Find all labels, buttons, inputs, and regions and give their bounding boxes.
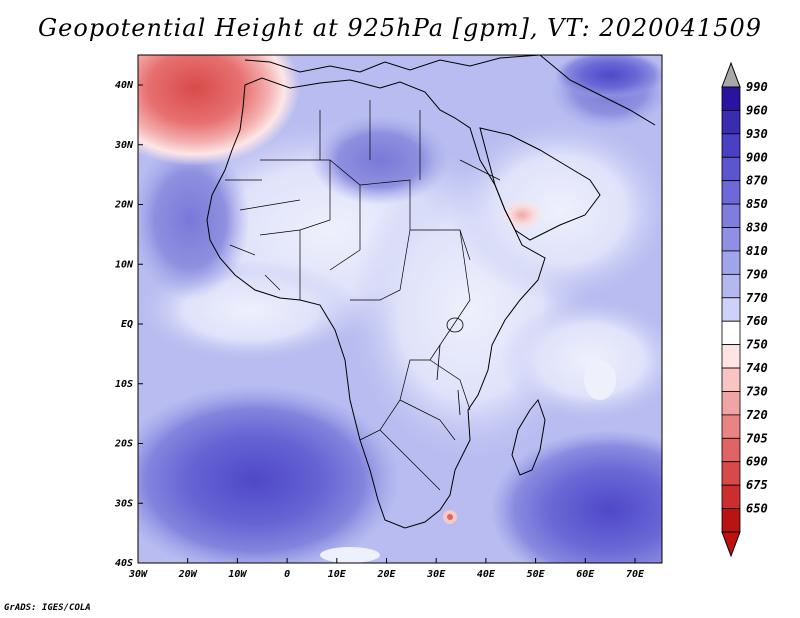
pale-strip-south [320, 547, 380, 563]
high-south-atlantic [138, 385, 400, 563]
colorbar-swatch [721, 227, 741, 252]
colorbar-swatch [721, 391, 741, 416]
europe-coastline [244, 55, 541, 73]
colorbar-label: 830 [746, 221, 768, 235]
lat-tick-label: EQ [121, 319, 133, 330]
colorbar-swatch [721, 461, 741, 486]
map-title: Geopotential Height at 925hPa [gpm], VT:… [38, 14, 762, 42]
colorbar-label: 750 [746, 338, 768, 352]
colorbar-label: 690 [746, 455, 768, 469]
lon-tick-label: 10W [228, 569, 247, 580]
lake-malawi [457, 389, 461, 416]
colorbar-swatch [721, 508, 741, 533]
lon-tick-label: 30W [128, 569, 148, 580]
low-arabia [500, 199, 544, 231]
colorbar-label: 870 [746, 174, 768, 188]
colorbar-swatch [721, 484, 741, 509]
pale-region-indian-ocean [500, 300, 662, 420]
high-indian-ocean [490, 430, 662, 563]
africa-coastline [206, 77, 546, 529]
grads-credit: GrADS: IGES/COLA [4, 603, 91, 613]
country-borders [225, 100, 501, 491]
arabia-coastline [479, 127, 601, 241]
coastlines [206, 55, 656, 529]
latitude-axis: 40N 30N 20N 10N EQ 10S 20S 30S 40S [114, 80, 143, 569]
colorbar-swatch [721, 133, 741, 158]
lon-tick-label: 0 [284, 569, 290, 580]
asia-coastline [539, 55, 656, 126]
pale-spot-indian-ocean [584, 360, 616, 400]
lake-tanganyika [436, 344, 441, 381]
dark-region-north-africa [310, 115, 450, 205]
colorbar-top-arrow [721, 61, 741, 88]
lat-tick-label: 10N [115, 259, 134, 270]
colorbar-swatch [721, 110, 741, 135]
longitude-axis: 30W 20W 10W 0 10E 20E 30E 40E 50E 60E 70E [128, 558, 645, 580]
lat-tick-label: 30N [114, 140, 134, 151]
low-northwest-atlantic [138, 55, 300, 166]
lat-tick-label: 40S [115, 558, 133, 569]
colorbar-label: 990 [746, 80, 768, 94]
madagascar-coastline [511, 398, 546, 476]
colorbar-label: 705 [746, 431, 768, 445]
lat-tick-label: 10S [115, 379, 133, 390]
colorbar-swatch [721, 156, 741, 182]
colorbar-swatch [721, 203, 741, 228]
colorbar-swatch [721, 86, 741, 111]
colorbar-swatch [721, 320, 741, 346]
lake-victoria [446, 317, 464, 333]
lat-tick-label: 20S [114, 439, 133, 450]
colorbar-label: 650 [746, 502, 768, 516]
plot-frame [137, 54, 663, 564]
colorbar-label: 850 [746, 197, 768, 211]
colorbar: 990 960 930 900 870 850 830 810 790 770 760 750 740 7… [721, 61, 768, 558]
colorbar-label: 790 [746, 267, 768, 281]
colorbar-swatch [721, 414, 741, 439]
height-field [138, 55, 662, 563]
colorbar-label: 675 [746, 478, 768, 492]
pale-region-arabia [450, 120, 662, 300]
lon-tick-label: 20W [178, 569, 198, 580]
colorbar-swatch [721, 297, 741, 322]
lon-tick-label: 50E [527, 569, 546, 580]
colorbar-label: 740 [746, 361, 768, 375]
colorbar-label: 760 [746, 314, 768, 328]
colorbar-label: 730 [746, 384, 768, 398]
colorbar-bottom-arrow [721, 531, 741, 558]
colorbar-swatch [721, 180, 741, 205]
colorbar-label: 720 [746, 408, 768, 422]
colorbar-label: 960 [746, 103, 768, 117]
lat-tick-label: 20N [114, 200, 134, 211]
lon-tick-label: 60E [576, 569, 595, 580]
lon-tick-label: 70E [626, 569, 645, 580]
lon-tick-label: 10E [328, 569, 347, 580]
colorbar-swatch [721, 273, 741, 299]
colorbar-label: 930 [746, 127, 768, 141]
colorbar-swatch [721, 437, 741, 463]
high-east-mediterranean [555, 55, 662, 100]
colorbar-label: 810 [746, 244, 768, 258]
lat-tick-label: 40N [115, 80, 134, 91]
colorbar-label: 900 [746, 150, 768, 164]
colorbar-swatch [721, 250, 741, 275]
colorbar-swatch [721, 344, 741, 369]
lon-tick-label: 20E [376, 569, 396, 580]
lat-tick-label: 30S [114, 498, 133, 509]
colorbar-label: 770 [746, 291, 768, 305]
lon-tick-label: 40E [477, 569, 496, 580]
lon-tick-label: 30E [426, 569, 446, 580]
colorbar-swatch [721, 367, 741, 392]
